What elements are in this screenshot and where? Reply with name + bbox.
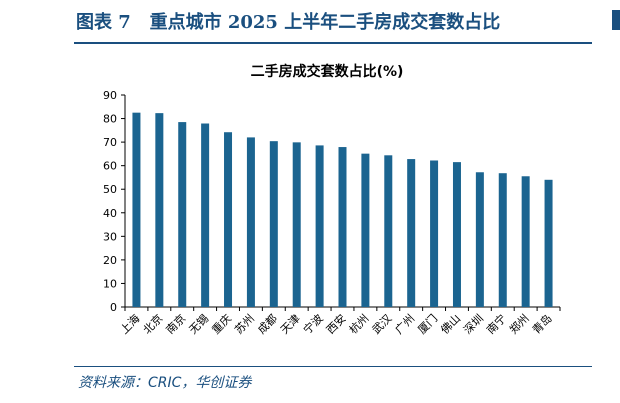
x-tick-label: 武汉	[370, 312, 395, 337]
y-tick-label: 30	[103, 230, 117, 243]
x-tick-label: 厦门	[415, 311, 440, 336]
x-tick-label: 南宁	[483, 311, 508, 336]
bar	[384, 155, 393, 307]
bar	[498, 173, 507, 307]
bar	[178, 122, 187, 307]
x-tick-label: 重庆	[209, 311, 234, 336]
y-tick-label: 90	[103, 89, 117, 102]
x-tick-label: 深圳	[461, 312, 486, 337]
bar	[338, 147, 347, 307]
bar	[201, 123, 210, 307]
bar	[430, 160, 439, 307]
x-tick-label: 青岛	[529, 311, 554, 336]
x-tick-label: 苏州	[232, 312, 257, 337]
bar	[452, 162, 461, 307]
bar	[292, 142, 301, 307]
x-tick-label: 佛山	[438, 312, 463, 337]
x-tick-label: 广州	[393, 312, 418, 337]
bar	[224, 132, 233, 307]
x-tick-label: 成都	[255, 312, 280, 337]
chart-title: 二手房成交套数占比(%)	[251, 63, 404, 80]
x-tick-label: 天津	[278, 312, 303, 337]
bar	[475, 172, 484, 307]
y-tick-label: 60	[103, 160, 117, 173]
bar	[315, 145, 324, 307]
x-tick-label: 西安	[323, 311, 348, 336]
y-tick-label: 0	[110, 301, 117, 314]
source-note: 资料来源：CRIC，华创证券	[78, 375, 252, 391]
x-tick-label: 南京	[163, 311, 188, 336]
y-tick-label: 70	[103, 136, 117, 149]
y-tick-label: 10	[103, 277, 117, 290]
x-tick-label: 杭州	[346, 311, 371, 336]
bar	[361, 153, 370, 307]
figure-title: 图表 7 重点城市 2025 上半年二手房成交套数占比	[76, 12, 501, 33]
y-tick-label: 40	[103, 207, 117, 220]
bar	[155, 113, 164, 307]
title-divider	[74, 42, 592, 44]
x-tick-label: 无锡	[186, 311, 211, 336]
x-tick-label: 上海	[117, 311, 142, 336]
bar	[132, 112, 141, 308]
y-tick-label: 80	[103, 113, 117, 126]
bar	[544, 179, 553, 307]
x-tick-label: 郑州	[506, 311, 531, 336]
bar	[407, 159, 416, 307]
bar	[246, 137, 255, 307]
source-divider	[74, 366, 592, 367]
y-tick-label: 20	[103, 254, 117, 267]
y-tick-label: 50	[103, 183, 117, 196]
bar	[521, 176, 530, 307]
adjacent-figure-edge	[612, 10, 620, 30]
x-tick-label: 北京	[140, 311, 165, 336]
bar	[269, 141, 278, 307]
x-tick-label: 宁波	[300, 311, 325, 336]
